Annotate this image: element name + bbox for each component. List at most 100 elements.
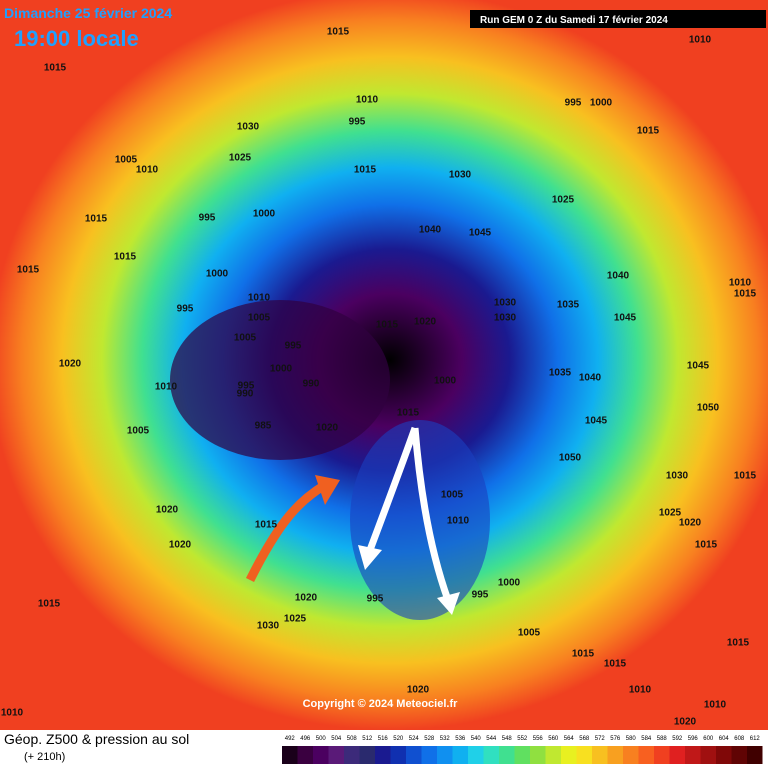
scale-label: 520 xyxy=(393,736,404,742)
isobar-label: 1015 xyxy=(637,126,660,137)
date: Dimanche 25 février 2024 xyxy=(4,5,172,21)
scale-label: 516 xyxy=(378,736,389,742)
isobar-label: 1015 xyxy=(734,289,757,300)
isobar-label: 1030 xyxy=(237,122,260,133)
scale-swatch xyxy=(685,746,701,764)
isobar-label: 1025 xyxy=(229,153,252,164)
isobar-label: 995 xyxy=(367,594,384,605)
scale-swatch xyxy=(452,746,468,764)
isobar-label: 1030 xyxy=(257,621,280,632)
isobar-label: 1035 xyxy=(549,368,572,379)
scale-swatch xyxy=(700,746,716,764)
scale-label: 496 xyxy=(300,736,311,742)
isobar-label: 1000 xyxy=(498,578,521,589)
isobar-label: 1005 xyxy=(115,155,138,166)
isobar-label: 1025 xyxy=(659,508,682,519)
isobar-label: 1045 xyxy=(614,313,637,324)
isobar-label: 1045 xyxy=(687,361,710,372)
isobar-label: 1015 xyxy=(376,320,399,331)
scale-label: 584 xyxy=(641,736,652,742)
scale-label: 564 xyxy=(564,736,575,742)
isobar-label: 1015 xyxy=(397,408,420,419)
isobar-label: 1015 xyxy=(572,649,595,660)
isobar-label: 995 xyxy=(238,381,255,392)
isobar-label: 1000 xyxy=(206,269,229,280)
scale-swatch xyxy=(576,746,592,764)
isobar-label: 1035 xyxy=(557,300,580,311)
scale-swatch xyxy=(421,746,437,764)
isobar-label: 985 xyxy=(255,421,272,432)
scale-label: 532 xyxy=(440,736,451,742)
isobar-label: 1030 xyxy=(666,471,689,482)
isobar-label: 1020 xyxy=(295,593,318,604)
isobar-label: 1005 xyxy=(234,333,257,344)
isobar-label: 1005 xyxy=(248,313,271,324)
isobar-label: 1010 xyxy=(155,382,178,393)
run-box xyxy=(470,10,766,28)
scale-swatch xyxy=(437,746,453,764)
isobar-label: 995 xyxy=(199,213,216,224)
scale-label: 572 xyxy=(595,736,606,742)
isobar-label: 1015 xyxy=(727,638,750,649)
scale-label: 544 xyxy=(486,736,497,742)
isobar-label: 1010 xyxy=(136,165,159,176)
isobar-label: 1015 xyxy=(604,659,627,670)
isobar-label: 1010 xyxy=(248,293,271,304)
scale-swatch xyxy=(313,746,329,764)
isobar-label: 1020 xyxy=(316,423,339,434)
isobar-label: 1020 xyxy=(679,518,702,529)
isobar-label: 1050 xyxy=(697,403,720,414)
isobar-label: 1030 xyxy=(494,313,517,324)
isobar-label: 995 xyxy=(565,98,582,109)
isobar-label: 1005 xyxy=(441,490,464,501)
arrow-head xyxy=(437,592,460,615)
scale-label: 560 xyxy=(548,736,559,742)
scale-label: 556 xyxy=(533,736,544,742)
scale-swatch xyxy=(499,746,515,764)
isobar-label: 1015 xyxy=(114,252,137,263)
scale-swatch xyxy=(623,746,639,764)
scale-swatch xyxy=(545,746,561,764)
scale-label: 524 xyxy=(409,736,420,742)
isobar-label: 1000 xyxy=(270,364,293,375)
scale-swatch xyxy=(561,746,577,764)
trough xyxy=(350,420,490,620)
arrow xyxy=(366,426,419,552)
scale-swatch xyxy=(344,746,360,764)
arrow xyxy=(411,427,452,602)
scale-swatch xyxy=(669,746,685,764)
scale-swatch xyxy=(638,746,654,764)
scale-swatch xyxy=(328,746,344,764)
scale-swatch xyxy=(390,746,406,764)
isobar-label: 1010 xyxy=(729,278,752,289)
isobar-label: 1020 xyxy=(414,317,437,328)
isobar-label: 1040 xyxy=(579,373,602,384)
scale-label: 568 xyxy=(579,736,590,742)
isobar-label: 1010 xyxy=(356,95,379,106)
scale-swatch xyxy=(297,746,313,764)
scale-label: 540 xyxy=(471,736,482,742)
scale-label: 596 xyxy=(688,736,699,742)
scale-label: 612 xyxy=(750,736,761,742)
isobar-label: 1025 xyxy=(552,195,575,206)
scale-swatch xyxy=(375,746,391,764)
isobar-label: 995 xyxy=(177,304,194,315)
isobar-label: 1015 xyxy=(327,27,350,38)
isobar-label: 990 xyxy=(237,389,254,400)
isobar-label: 1040 xyxy=(419,225,442,236)
scale-label: 512 xyxy=(362,736,373,742)
isobar-label: 1015 xyxy=(255,520,278,531)
isobar-label: 1050 xyxy=(559,453,582,464)
scale-label: 492 xyxy=(285,736,296,742)
scale-label: 580 xyxy=(626,736,637,742)
isobar-label: 1020 xyxy=(156,505,179,516)
isobar-label: 1025 xyxy=(284,614,307,625)
scale-label: 548 xyxy=(502,736,513,742)
isobar-label: 1040 xyxy=(607,271,630,282)
isobar-label: 1015 xyxy=(695,540,718,551)
arrow-head xyxy=(315,475,340,505)
scale-label: 592 xyxy=(672,736,683,742)
scale-swatch xyxy=(592,746,608,764)
isobar-label: 990 xyxy=(303,379,320,390)
